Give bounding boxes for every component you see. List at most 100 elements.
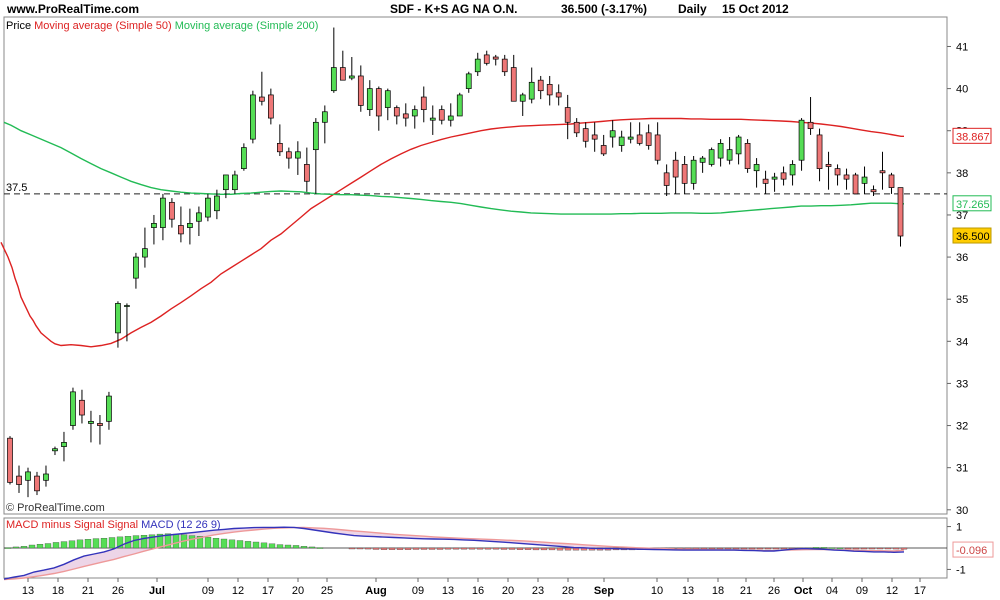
macd-histogram-bar [300, 546, 308, 549]
macd-histogram-bar [260, 542, 268, 549]
x-tick-label: 13 [442, 585, 454, 597]
y-tick-label: 31 [956, 463, 968, 475]
candle [70, 387, 76, 430]
signal-line [3, 526, 905, 581]
legend-ma200: Moving average (Simple 200) [174, 20, 319, 32]
candle [834, 164, 841, 186]
macd-histogram-bar [252, 541, 260, 549]
candle-down [303, 164, 310, 182]
candle-up [753, 164, 760, 172]
candle-down [537, 79, 544, 92]
candle [232, 170, 238, 194]
candle-down [169, 201, 175, 220]
candle-up [474, 58, 481, 73]
candle-down [375, 88, 382, 117]
candle-down [277, 143, 283, 153]
candle-up [528, 81, 535, 100]
candle [88, 410, 94, 443]
macd-histogram-bar [836, 547, 844, 549]
macd-histogram-bar [164, 533, 172, 549]
macd-histogram-bar [172, 533, 180, 549]
ma200-value-tag-text: 37.265 [956, 199, 990, 211]
candle [160, 193, 166, 241]
macd-histogram-bar [228, 539, 236, 549]
candle [537, 75, 544, 100]
macd-histogram-bar [28, 544, 36, 549]
macd-histogram-bar [148, 534, 156, 549]
candle [7, 436, 13, 485]
candle-down [393, 107, 400, 117]
candle [762, 170, 769, 194]
candle-up [321, 111, 328, 123]
candle-down [178, 225, 184, 235]
macd-histogram-bar [564, 547, 572, 551]
candle-down [555, 92, 562, 98]
candle-down [681, 164, 688, 184]
x-tick-label: 09 [412, 585, 424, 597]
candle-down [654, 134, 661, 161]
macd-histogram-bar [204, 537, 212, 549]
x-tick-label: 04 [826, 585, 838, 597]
macd-histogram-bar [484, 547, 492, 550]
candle-up [456, 94, 463, 117]
watermark: © ProRealTime.com [6, 502, 105, 514]
candle [268, 88, 274, 125]
candle [564, 94, 571, 140]
macd-histogram-bar [276, 544, 284, 549]
candle-down [97, 423, 103, 426]
macd-histogram-bar [220, 538, 228, 549]
candle [726, 137, 733, 165]
x-tick-label: 09 [856, 585, 868, 597]
candle [339, 50, 346, 81]
legend-price: Price [6, 20, 32, 32]
candle [357, 65, 364, 112]
candle [79, 389, 85, 424]
macd-histogram-bar [492, 547, 500, 550]
candle [124, 303, 130, 342]
site-title[interactable]: www.ProRealTime.com [7, 2, 140, 16]
candle-down [285, 151, 292, 159]
price-legend: Price Moving average (Simple 50) Moving … [6, 20, 318, 32]
macd-histogram-bar [396, 547, 404, 550]
x-tick-label: 20 [502, 585, 514, 597]
candle [465, 71, 472, 93]
candle-down [762, 178, 769, 184]
macd-histogram-bar [476, 547, 484, 550]
macd-histogram-bar [540, 547, 548, 551]
last-price-tag [952, 227, 992, 244]
macd-histogram-bar [372, 547, 380, 550]
candle-down [501, 58, 508, 73]
candle-down [420, 96, 427, 111]
candle [294, 141, 301, 175]
macd-histogram-bar [364, 547, 372, 550]
candle [699, 155, 706, 173]
candle [663, 164, 670, 197]
macd-histogram-bar [388, 547, 396, 550]
candle-up [43, 473, 49, 481]
candle-down [636, 134, 643, 144]
candle-up [70, 391, 76, 426]
macd-histogram-bar [420, 547, 428, 550]
x-tick-label: 26 [768, 585, 780, 597]
candle [169, 198, 175, 228]
candle [735, 134, 742, 165]
candle-up [609, 130, 616, 138]
macd-histogram-bar [12, 546, 20, 549]
y-tick-label: 36 [956, 252, 968, 264]
candle-down [888, 174, 895, 188]
macd-histogram-bar [268, 543, 276, 549]
candle-down [645, 132, 652, 146]
macd-histogram-bar [60, 541, 68, 549]
candle-up [798, 119, 805, 161]
macd-legend: MACD minus Signal Signal MACD (12 26 9) [6, 519, 221, 531]
candle [474, 52, 481, 76]
macd-histogram-bar [44, 543, 52, 549]
candle [196, 206, 202, 237]
last-price-tag-text: 36.500 [956, 231, 990, 243]
candle-down [825, 164, 832, 167]
candle [636, 122, 643, 146]
candle-down [339, 67, 346, 81]
candle-up [627, 136, 634, 140]
macd-histogram-bar [452, 547, 460, 550]
macd-histogram-bar [820, 547, 828, 549]
